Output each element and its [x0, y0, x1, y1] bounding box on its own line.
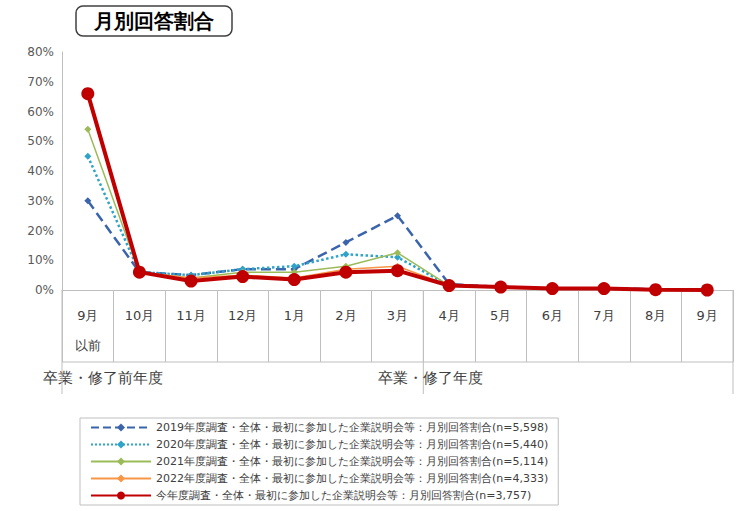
svg-text:9月: 9月 [77, 308, 98, 323]
svg-text:7月: 7月 [593, 308, 614, 323]
svg-text:2021年度調査・全体・最初に参加した企業説明会等：月別回答: 2021年度調査・全体・最初に参加した企業説明会等：月別回答割合(n=5,114… [156, 455, 548, 468]
svg-text:4月: 4月 [438, 308, 459, 323]
svg-text:11月: 11月 [176, 308, 206, 323]
svg-text:卒業・修了前年度: 卒業・修了前年度 [43, 369, 163, 387]
svg-text:70%: 70% [27, 75, 54, 89]
svg-text:2月: 2月 [335, 308, 356, 323]
svg-text:1月: 1月 [284, 308, 305, 323]
svg-text:5月: 5月 [490, 308, 511, 323]
svg-text:10月: 10月 [125, 308, 155, 323]
svg-text:以前: 以前 [75, 338, 101, 353]
svg-text:2020年度調査・全体・最初に参加した企業説明会等：月別回答: 2020年度調査・全体・最初に参加した企業説明会等：月別回答割合(n=5,440… [156, 438, 548, 451]
svg-text:12月: 12月 [228, 308, 258, 323]
svg-text:6月: 6月 [542, 308, 563, 323]
svg-text:10%: 10% [27, 253, 54, 267]
svg-text:50%: 50% [27, 134, 54, 148]
svg-text:卒業・修了年度: 卒業・修了年度 [378, 369, 483, 387]
svg-text:3月: 3月 [387, 308, 408, 323]
svg-text:今年度調査・全体・最初に参加した企業説明会等：月別回答割合(: 今年度調査・全体・最初に参加した企業説明会等：月別回答割合(n=3,757) [156, 489, 531, 502]
svg-text:80%: 80% [27, 45, 54, 59]
svg-text:30%: 30% [27, 194, 54, 208]
svg-text:2019年度調査・全体・最初に参加した企業説明会等：月別回答: 2019年度調査・全体・最初に参加した企業説明会等：月別回答割合(n=5,598… [156, 421, 548, 434]
svg-text:2022年度調査・全体・最初に参加した企業説明会等：月別回答: 2022年度調査・全体・最初に参加した企業説明会等：月別回答割合(n=4,333… [156, 472, 548, 485]
svg-text:40%: 40% [27, 164, 54, 178]
svg-text:8月: 8月 [645, 308, 666, 323]
svg-text:9月: 9月 [697, 308, 718, 323]
svg-text:月別回答割合: 月別回答割合 [93, 9, 214, 33]
svg-text:20%: 20% [27, 224, 54, 238]
svg-text:0%: 0% [35, 283, 54, 297]
svg-text:60%: 60% [27, 105, 54, 119]
